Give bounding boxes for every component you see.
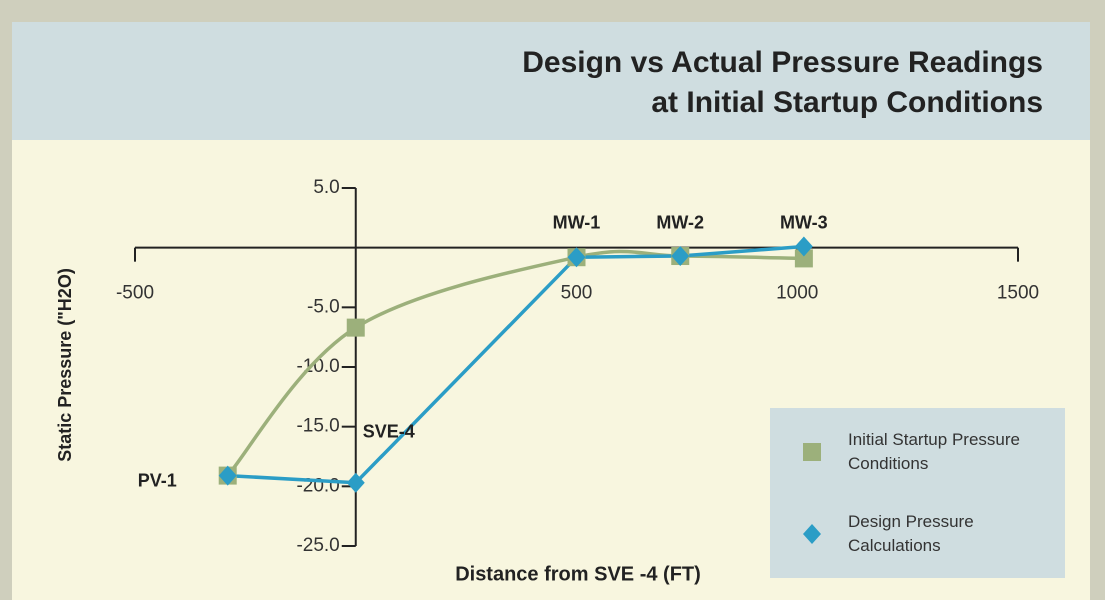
marker (671, 246, 690, 267)
legend-swatch (803, 524, 821, 544)
point-label: MW-1 (553, 212, 601, 232)
y-tick-label: -25.0 (296, 535, 339, 556)
point-label: SVE-4 (363, 421, 415, 441)
marker (346, 472, 365, 493)
header (12, 22, 1090, 140)
legend-marker (803, 524, 821, 544)
point-label: MW-3 (780, 212, 828, 232)
x-axis-label: Distance from SVE -4 (FT) (455, 563, 701, 585)
marker (794, 249, 813, 268)
x-tick-label: -500 (116, 283, 154, 304)
legend-label: Initial Startup Pressure Conditions (848, 430, 1020, 473)
series-line (226, 249, 804, 477)
x-tick-label: 500 (561, 283, 593, 304)
y-axis-label: Static Pressure ("H2O) (55, 268, 75, 462)
legend-swatch (803, 443, 821, 461)
y-tick-label: -15.0 (296, 416, 339, 437)
x-tick-label: 1000 (776, 283, 818, 304)
legend-marker (803, 443, 821, 461)
legend-label: Design Pressure Calculations (848, 512, 974, 555)
y-tick-label: 5.0 (313, 177, 339, 198)
chart-title: at Initial Startup Conditions (651, 86, 1043, 119)
x-tick-label: 1500 (997, 283, 1039, 304)
marker (346, 318, 365, 337)
chart-title: Design vs Actual Pressure Readings (522, 46, 1043, 79)
marker (794, 236, 813, 257)
y-tick-label: -5.0 (307, 296, 340, 317)
legend: Initial Startup Pressure Conditions Desig… (770, 408, 1065, 578)
marker (567, 247, 586, 268)
point-label: MW-2 (656, 212, 704, 232)
marker (218, 465, 237, 486)
point-label: PV-1 (138, 470, 177, 490)
